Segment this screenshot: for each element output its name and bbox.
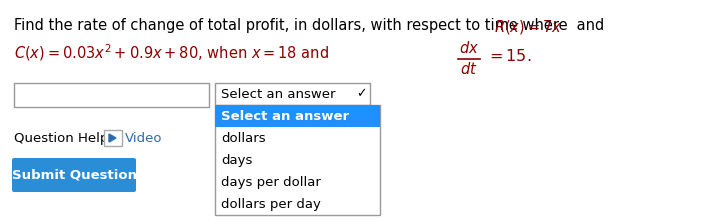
Text: and: and [572, 18, 604, 33]
FancyBboxPatch shape [104, 130, 122, 146]
Text: Select an answer: Select an answer [221, 109, 349, 123]
FancyBboxPatch shape [14, 83, 209, 107]
Text: $C(x) = 0.03x^2 + 0.9x + 80$, when $x = 18$ and: $C(x) = 0.03x^2 + 0.9x + 80$, when $x = … [14, 42, 329, 63]
FancyBboxPatch shape [215, 83, 370, 105]
Text: $R(x) = 7x$: $R(x) = 7x$ [494, 18, 562, 36]
Text: Select an answer: Select an answer [221, 87, 335, 101]
FancyBboxPatch shape [12, 158, 136, 192]
FancyBboxPatch shape [215, 105, 380, 127]
Text: $= 15.$: $= 15.$ [486, 48, 531, 64]
Text: $dx$: $dx$ [459, 40, 479, 56]
Text: dollars per day: dollars per day [221, 198, 321, 210]
Text: days per dollar: days per dollar [221, 176, 321, 188]
Text: ✓: ✓ [356, 87, 367, 101]
Text: Find the rate of change of total profit, in dollars, with respect to time where: Find the rate of change of total profit,… [14, 18, 572, 33]
Text: Submit Question: Submit Question [12, 168, 136, 182]
FancyBboxPatch shape [215, 105, 380, 215]
Text: Question Help:: Question Help: [14, 131, 113, 145]
Text: $dt$: $dt$ [460, 61, 478, 77]
Polygon shape [109, 134, 116, 142]
Text: Video: Video [125, 131, 163, 145]
Text: dollars: dollars [221, 131, 266, 145]
Text: days: days [221, 153, 253, 166]
